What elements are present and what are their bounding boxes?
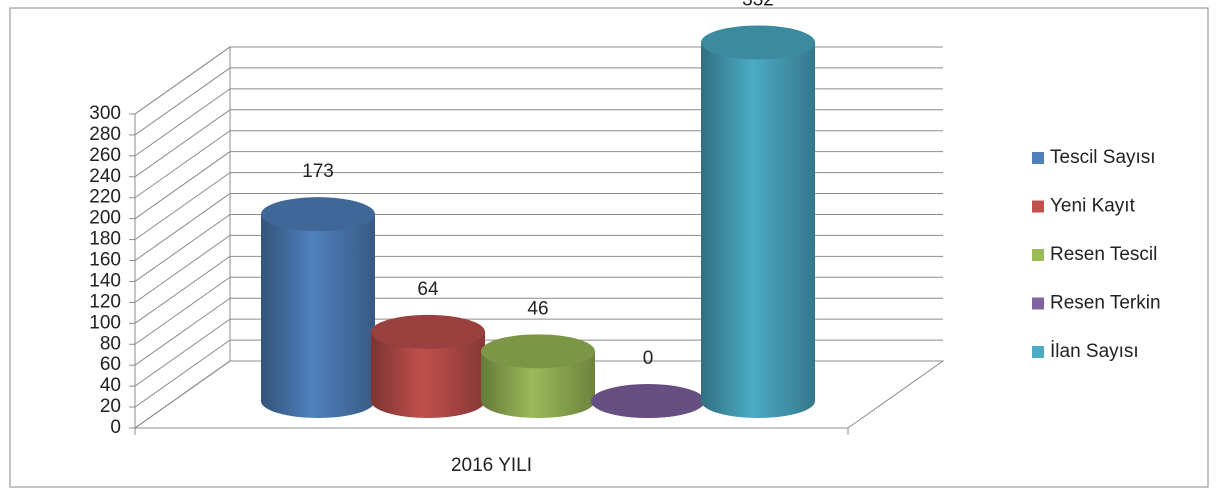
- data-label: 0: [643, 348, 654, 369]
- legend-swatch: [1032, 200, 1044, 213]
- cylinder-top: [591, 384, 705, 418]
- y-tick-label: 0: [110, 417, 121, 438]
- bar: [371, 314, 485, 418]
- cylinder-top: [481, 334, 595, 369]
- legend-label: Tescil Sayısı: [1050, 147, 1156, 168]
- y-tick-label: 80: [100, 333, 121, 354]
- data-label: 173: [302, 161, 334, 182]
- bar: [481, 334, 595, 418]
- y-tick-label: 300: [89, 103, 121, 124]
- y-tick-label: 240: [89, 166, 121, 187]
- y-tick-label: 120: [89, 291, 121, 312]
- cylinder-top: [261, 197, 375, 232]
- y-tick-label: 260: [89, 145, 121, 166]
- legend-label: Resen Terkin: [1050, 293, 1161, 314]
- cylinder-top: [701, 25, 815, 60]
- legend-swatch: [1032, 249, 1044, 261]
- legend-swatch: [1032, 346, 1044, 358]
- x-tick-label: 2016 YILI: [451, 455, 532, 476]
- cylinder-body: [481, 351, 595, 418]
- y-tick-label: 200: [89, 208, 121, 229]
- bar: [591, 384, 705, 418]
- bar: [701, 25, 815, 418]
- cylinder-body: [701, 42, 815, 418]
- chart-border: [9, 7, 1209, 488]
- bar: [261, 197, 375, 418]
- legend-swatch: [1032, 297, 1044, 310]
- y-tick-label: 60: [100, 354, 121, 375]
- y-tick-label: 160: [89, 250, 121, 271]
- y-tick-label: 140: [89, 270, 121, 291]
- y-tick-label: 100: [89, 312, 121, 333]
- y-tick-label: 40: [100, 375, 121, 396]
- legend-label: İlan Sayısı: [1050, 341, 1139, 362]
- data-label: 64: [417, 279, 439, 300]
- y-tick-label: 220: [89, 187, 121, 208]
- data-label: 332: [742, 0, 774, 10]
- cylinder-body: [371, 331, 485, 418]
- legend-label: Yeni Kayıt: [1050, 196, 1136, 217]
- cylinder-top: [371, 314, 485, 349]
- legend-swatch: [1032, 152, 1044, 164]
- cylinder-body: [261, 214, 375, 418]
- y-tick-label: 180: [89, 229, 121, 250]
- data-label: 46: [527, 298, 548, 319]
- y-tick-label: 280: [89, 124, 121, 145]
- y-tick-label: 20: [100, 396, 121, 417]
- legend-label: Resen Tescil: [1050, 244, 1157, 265]
